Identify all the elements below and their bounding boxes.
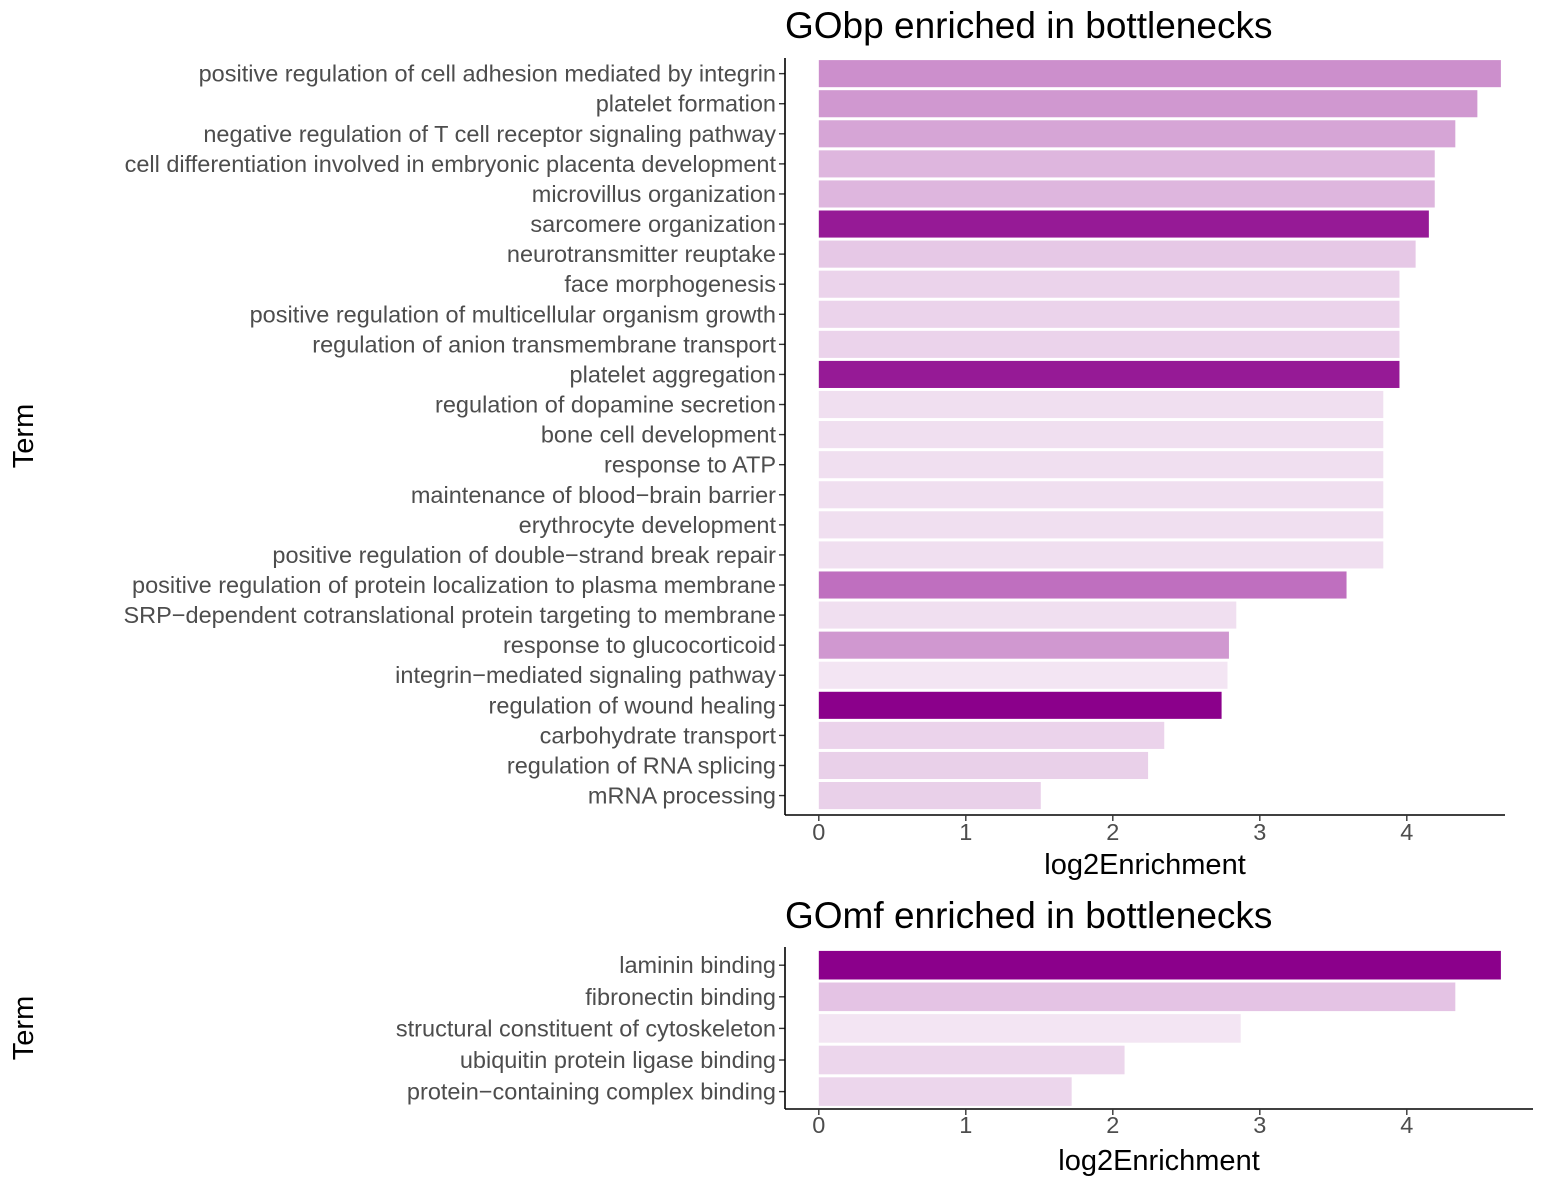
category-label-0-4: microvillus organization xyxy=(532,181,776,207)
category-label-0-17: positive regulation of protein localizat… xyxy=(132,572,776,598)
y-axis-title-0: Term xyxy=(8,404,40,468)
bar-1-1 xyxy=(818,982,1456,1012)
chart-title-1: GOmf enriched in bottlenecks xyxy=(785,895,1272,936)
category-label-0-10: platelet aggregation xyxy=(570,361,776,387)
bar-0-13 xyxy=(818,451,1384,479)
bar-1-4 xyxy=(818,1077,1072,1106)
bar-0-23 xyxy=(818,751,1149,780)
bar-1-2 xyxy=(818,1014,1241,1043)
category-label-0-9: regulation of anion transmembrane transp… xyxy=(312,331,776,357)
category-label-1-4: protein−containing complex binding xyxy=(407,1079,776,1105)
bar-0-7 xyxy=(818,270,1400,298)
bar-0-6 xyxy=(818,240,1416,268)
bar-0-8 xyxy=(818,300,1400,328)
bar-0-16 xyxy=(818,541,1384,569)
category-label-1-1: fibronectin binding xyxy=(585,984,776,1010)
x-axis-title-0: log2Enrichment xyxy=(1044,849,1246,881)
category-label-0-14: maintenance of blood−brain barrier xyxy=(411,482,776,508)
bar-0-17 xyxy=(818,571,1347,599)
bar-0-18 xyxy=(818,601,1237,629)
category-label-1-2: structural constituent of cytoskeleton xyxy=(396,1015,776,1041)
category-label-0-24: mRNA processing xyxy=(588,783,776,809)
category-label-0-7: face morphogenesis xyxy=(564,271,776,297)
category-label-0-0: positive regulation of cell adhesion med… xyxy=(199,61,776,87)
bar-0-20 xyxy=(818,661,1228,689)
bar-0-21 xyxy=(818,691,1222,719)
x-axis-title-1: log2Enrichment xyxy=(1058,1145,1260,1177)
bar-0-12 xyxy=(818,421,1384,449)
x-tick-label-1-4: 4 xyxy=(1400,1112,1413,1138)
bar-0-1 xyxy=(818,90,1478,118)
bar-1-0 xyxy=(818,950,1501,980)
bar-0-5 xyxy=(818,210,1429,238)
x-tick-label-0-0: 0 xyxy=(812,819,825,845)
category-label-0-22: carbohydrate transport xyxy=(540,722,777,748)
x-tick-label-0-1: 1 xyxy=(959,819,972,845)
bar-0-4 xyxy=(818,180,1435,208)
category-label-1-3: ubiquitin protein ligase binding xyxy=(460,1047,776,1073)
category-label-0-5: sarcomere organization xyxy=(530,211,776,237)
x-tick-label-1-2: 2 xyxy=(1106,1112,1119,1138)
chart-title-0: GObp enriched in bottlenecks xyxy=(785,5,1272,46)
category-label-0-6: neurotransmitter reuptake xyxy=(507,241,776,267)
bar-0-2 xyxy=(818,120,1456,148)
category-label-0-1: platelet formation xyxy=(596,91,776,117)
bar-0-9 xyxy=(818,330,1400,358)
category-label-0-19: response to glucocorticoid xyxy=(503,632,776,658)
category-label-0-18: SRP−dependent cotranslational protein ta… xyxy=(123,602,776,628)
bar-0-11 xyxy=(818,390,1384,419)
bar-0-0 xyxy=(818,60,1501,88)
category-label-1-0: laminin binding xyxy=(619,952,776,978)
bar-0-22 xyxy=(818,721,1165,749)
bar-0-3 xyxy=(818,150,1435,178)
category-label-0-23: regulation of RNA splicing xyxy=(507,752,776,778)
category-label-0-3: cell differentiation involved in embryon… xyxy=(125,151,777,177)
category-label-0-11: regulation of dopamine secretion xyxy=(435,392,776,418)
x-tick-label-1-1: 1 xyxy=(959,1112,972,1138)
category-label-0-13: response to ATP xyxy=(604,452,776,478)
category-label-0-2: negative regulation of T cell receptor s… xyxy=(203,121,776,147)
category-label-0-15: erythrocyte development xyxy=(519,512,777,538)
bar-1-3 xyxy=(818,1045,1125,1075)
category-label-0-21: regulation of wound healing xyxy=(489,692,776,718)
x-tick-label-0-2: 2 xyxy=(1106,819,1119,845)
bar-0-10 xyxy=(818,360,1400,388)
bar-0-19 xyxy=(818,631,1229,659)
x-tick-label-0-4: 4 xyxy=(1400,819,1413,845)
category-label-0-12: bone cell development xyxy=(541,422,777,448)
category-label-0-16: positive regulation of double−strand bre… xyxy=(272,542,776,568)
y-axis-title-1: Term xyxy=(8,996,40,1060)
bar-0-15 xyxy=(818,511,1384,539)
category-label-0-20: integrin−mediated signaling pathway xyxy=(395,662,776,688)
x-tick-label-1-3: 3 xyxy=(1253,1112,1266,1138)
bar-0-24 xyxy=(818,782,1041,810)
x-tick-label-1-0: 0 xyxy=(812,1112,825,1138)
bar-0-14 xyxy=(818,481,1384,509)
category-label-0-8: positive regulation of multicellular org… xyxy=(250,301,776,327)
x-tick-label-0-3: 3 xyxy=(1253,819,1266,845)
